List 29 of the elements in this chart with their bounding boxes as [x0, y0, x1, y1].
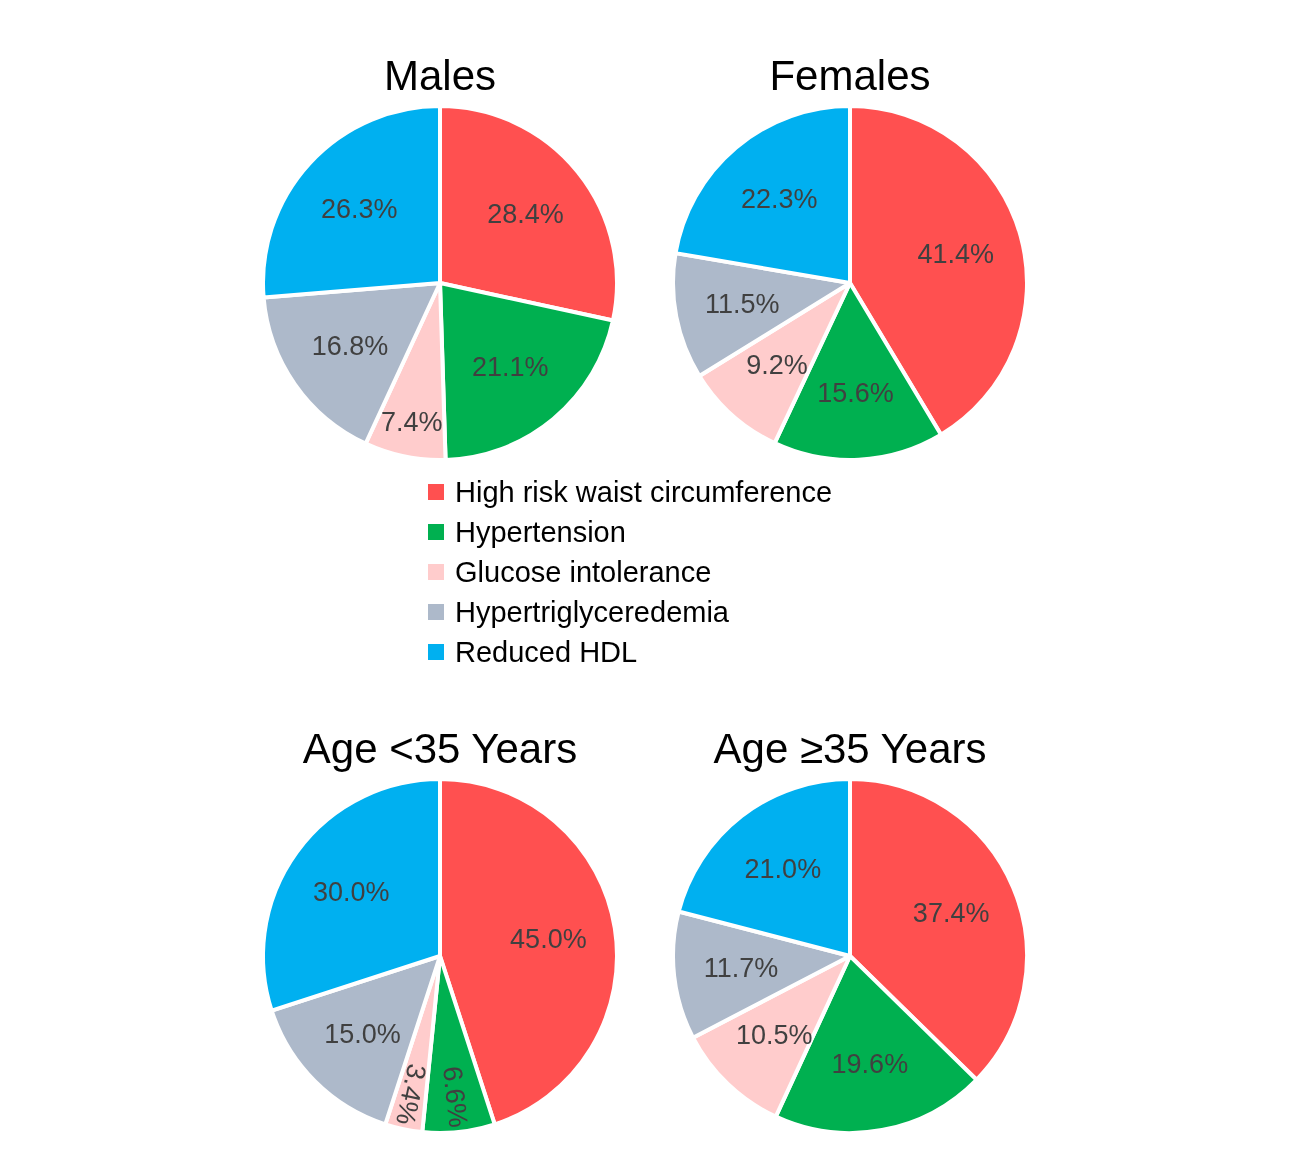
legend-label: Hypertriglyceredemia	[455, 596, 730, 628]
data-label: 6.6%	[436, 1064, 474, 1129]
data-label: 19.6%	[831, 1048, 909, 1079]
legend-label: Hypertension	[455, 516, 626, 548]
legend-label: Glucose intolerance	[455, 556, 712, 588]
data-label: 16.8%	[311, 330, 389, 361]
data-label: 21.1%	[471, 352, 549, 383]
chart-title: Females	[769, 52, 931, 99]
data-label: 7.4%	[380, 406, 443, 437]
data-label: 22.3%	[740, 184, 818, 215]
data-label: 28.4%	[487, 199, 564, 230]
data-label: 15.0%	[324, 1018, 401, 1049]
chart-title: Age ≥35 Years	[713, 725, 987, 772]
chart-title: Age <35 Years	[302, 725, 578, 772]
data-label: 21.0%	[744, 854, 822, 885]
legend-label: High risk waist circumference	[455, 476, 833, 508]
data-label: 11.7%	[703, 953, 779, 984]
data-label: 11.5%	[704, 288, 780, 319]
data-label: 3.4%	[389, 1061, 432, 1128]
data-label: 15.6%	[817, 377, 894, 408]
data-label: 30.0%	[312, 876, 390, 907]
data-label: 41.4%	[917, 238, 995, 269]
data-label: 26.3%	[321, 193, 398, 224]
legend-label: Reduced HDL	[455, 636, 638, 668]
data-label: 37.4%	[912, 898, 990, 929]
data-label: 45.0%	[510, 923, 587, 954]
data-label: 10.5%	[735, 1020, 813, 1051]
chart-title: Males	[383, 52, 497, 99]
data-label: 9.2%	[746, 349, 808, 380]
